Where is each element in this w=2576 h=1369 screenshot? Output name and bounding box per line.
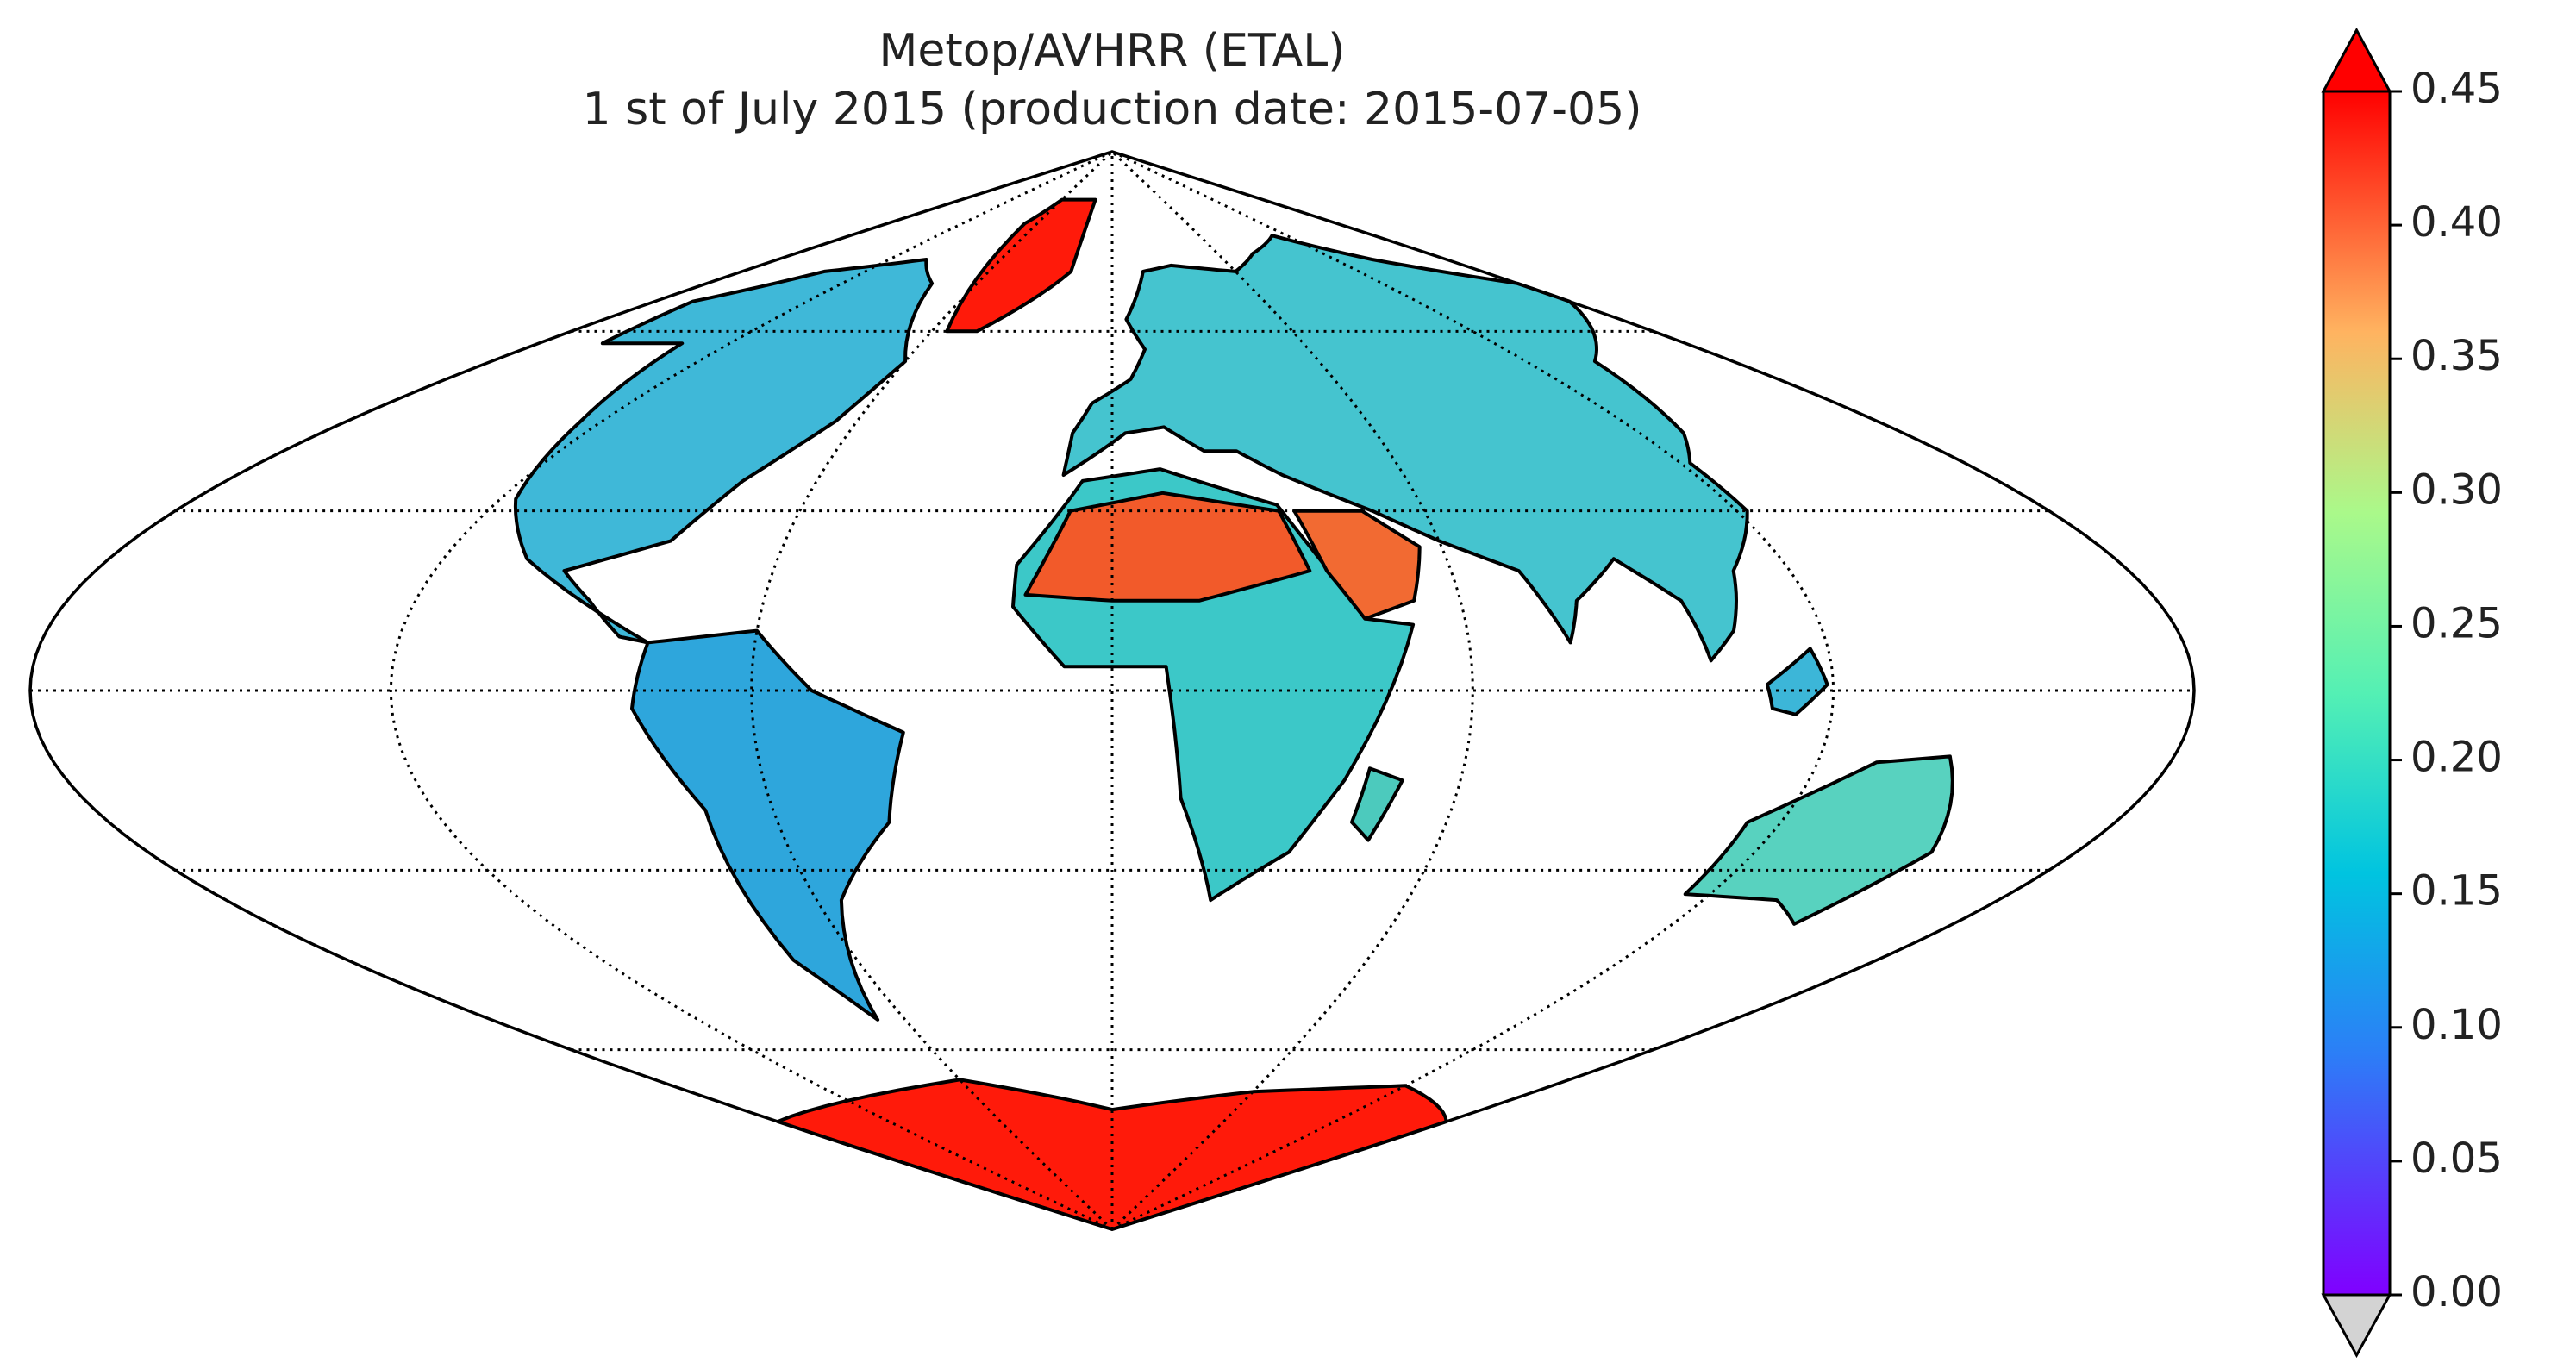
colorbar-extend-min [2321,1293,2392,1359]
map-title: Metop/AVHRR (ETAL) [879,25,1346,77]
sahara [1023,491,1312,603]
world-map [28,150,2196,1231]
meridian [1111,150,1835,1231]
north-america [513,258,935,645]
colorbar-tick-label: 0.35 [2410,332,2503,380]
colorbar-tick-label: 0.05 [2410,1135,2503,1183]
colorbar-gradient [2322,90,2392,1297]
colorbar-tick-label: 0.45 [2410,65,2503,113]
australia [1683,754,1954,926]
borneo [1765,647,1829,716]
colorbar: 0.00 0.05 0.10 0.15 0.20 0.25 0.30 0.35 0.40 0.45 [2321,27,2503,1359]
map-subtitle: 1 st of July 2015 (production date: 2015… [582,84,1641,135]
madagascar [1350,766,1404,842]
colorbar-tick-label: 0.20 [2410,734,2503,782]
colorbar-tick-label: 0.00 [2410,1268,2503,1316]
colorbar-extend-max [2321,27,2392,93]
colorbar-tick-label: 0.15 [2410,867,2503,916]
colorbar-tick-label: 0.30 [2410,466,2503,514]
meridian [389,150,1113,1231]
south-america [630,628,905,1022]
colorbar-tick-label: 0.10 [2410,1001,2503,1049]
map-outline [28,150,2196,1231]
colorbar-tick-label: 0.25 [2410,599,2503,647]
eurasia [1061,234,1749,663]
colorbar-tick-label: 0.40 [2410,198,2503,247]
arabia [1292,509,1422,621]
